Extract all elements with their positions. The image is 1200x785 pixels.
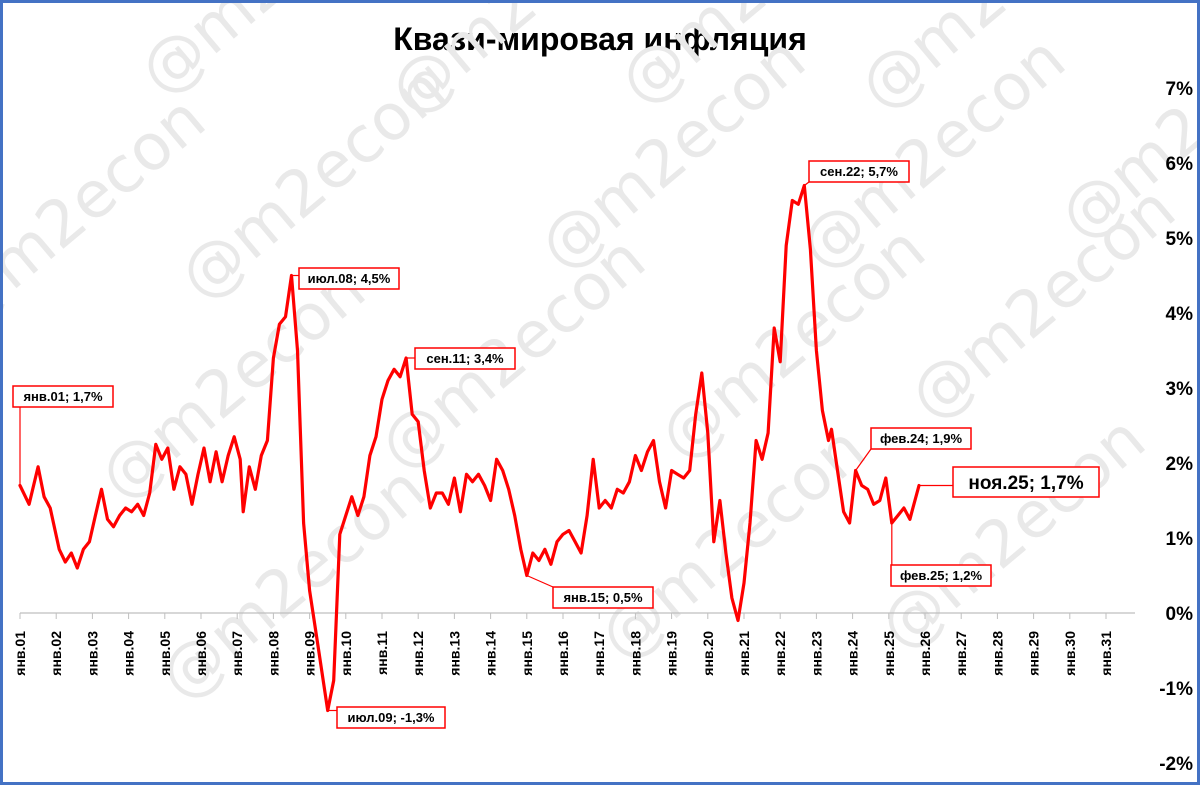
x-tick-label: янв.06 — [193, 631, 209, 676]
x-tick-label: янв.19 — [664, 631, 680, 676]
x-tick-label: янв.02 — [48, 631, 64, 676]
y-tick-label: -1% — [1159, 679, 1193, 700]
annotation-label: янв.15; 0,5% — [563, 590, 643, 605]
annotation-label: ноя.25; 1,7% — [968, 473, 1083, 494]
y-tick-label: 3% — [1166, 379, 1194, 400]
watermark-text: @m2econ — [3, 82, 219, 345]
x-tick-label: янв.05 — [157, 631, 173, 676]
x-tick-label: янв.18 — [627, 631, 643, 676]
annotation-box — [870, 427, 972, 450]
annotation-box — [414, 347, 516, 370]
annotation-box — [552, 586, 654, 609]
annotation-label: июл.09; -1,3% — [347, 710, 434, 725]
annotation-leader-line — [855, 448, 872, 471]
annotation-label: сен.11; 3,4% — [426, 351, 504, 366]
x-tick-label: янв.14 — [483, 631, 499, 676]
y-tick-label: -2% — [1159, 754, 1193, 775]
x-tick-label: янв.01 — [12, 631, 28, 676]
x-tick-label: янв.07 — [229, 631, 245, 676]
x-tick-label: янв.28 — [989, 631, 1005, 676]
x-tick-label: янв.08 — [265, 631, 281, 676]
y-tick-label: 6% — [1166, 154, 1194, 175]
x-tick-label: янв.09 — [302, 631, 318, 676]
y-tick-label: 1% — [1166, 529, 1194, 550]
annotation-box — [890, 564, 992, 587]
series-line — [18, 183, 921, 713]
x-tick-label: янв.22 — [772, 631, 788, 676]
annotation-label: фев.24; 1,9% — [880, 431, 963, 446]
watermark-text: @m2econ — [896, 172, 1190, 435]
x-tick-label: янв.10 — [338, 631, 354, 676]
x-tick-label: янв.30 — [1062, 631, 1078, 676]
chart-title: Квази-мировая инфляция — [393, 21, 807, 57]
x-tick-label: янв.21 — [736, 631, 752, 676]
annotation-label: сен.22; 5,7% — [820, 164, 898, 179]
x-tick-label: янв.20 — [700, 631, 716, 676]
x-tick-label: янв.29 — [1026, 631, 1042, 676]
annotation-box — [336, 706, 446, 729]
chart-plot: @m2econ@m2econ@m2econ@m2econ@m2econ @m2ec… — [3, 3, 1197, 775]
annotation-box — [952, 466, 1100, 498]
x-tick-label: янв.12 — [410, 631, 426, 676]
annotation-label: янв.01; 1,7% — [23, 389, 103, 404]
x-tick-label: янв.16 — [555, 631, 571, 676]
y-tick-label: 2% — [1166, 454, 1194, 475]
y-tick-label: 4% — [1166, 304, 1194, 325]
x-tick-label: янв.27 — [953, 631, 969, 676]
x-tick-label: янв.11 — [374, 631, 390, 675]
x-tick-label: янв.13 — [446, 631, 462, 676]
x-tick-label: янв.15 — [519, 631, 535, 676]
x-tick-label: янв.04 — [121, 631, 137, 676]
x-tick-label: янв.25 — [881, 631, 897, 676]
y-tick-label: 0% — [1166, 604, 1194, 625]
x-tick-label: янв.24 — [845, 631, 861, 676]
y-tick-label: 7% — [1166, 79, 1194, 100]
annotation-box — [12, 385, 114, 408]
x-tick-label: янв.23 — [808, 631, 824, 676]
annotation-leader-line — [803, 181, 810, 186]
x-tick-label: янв.03 — [84, 631, 100, 676]
x-tick-label: янв.31 — [1098, 631, 1114, 676]
x-tick-label: янв.17 — [591, 631, 607, 676]
annotation-box — [298, 267, 400, 290]
annotation-leader-line — [526, 574, 554, 588]
annotation-label: фев.25; 1,2% — [900, 568, 983, 583]
annotation-label: июл.08; 4,5% — [308, 271, 391, 286]
y-tick-label: 5% — [1166, 229, 1194, 250]
x-tick-label: янв.26 — [917, 631, 933, 676]
annotation-box — [808, 160, 910, 183]
